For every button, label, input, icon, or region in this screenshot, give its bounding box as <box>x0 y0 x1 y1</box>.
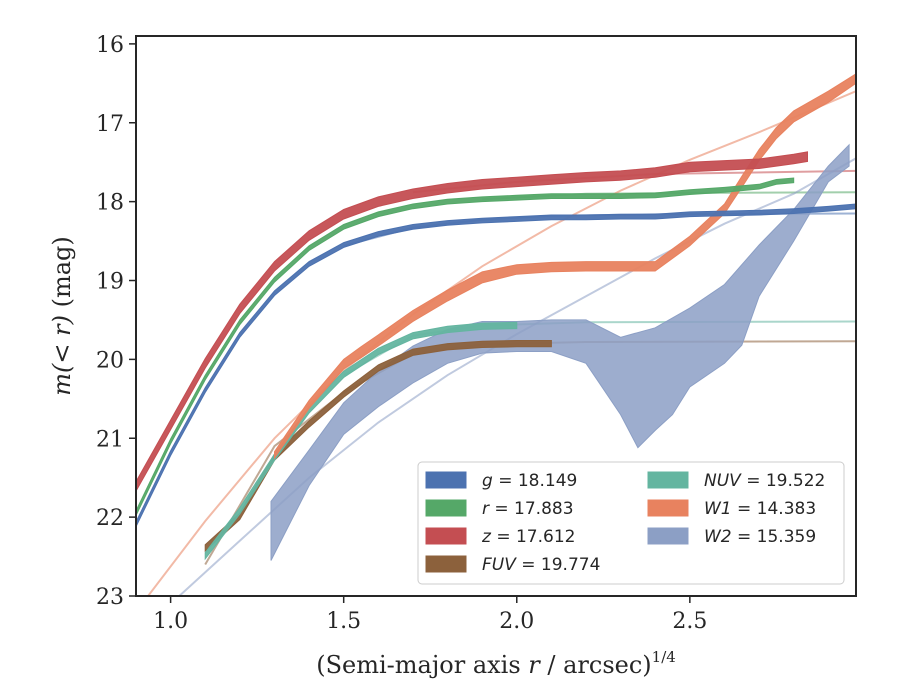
y-tick-label: 16 <box>96 33 124 58</box>
y-tick-label: 23 <box>96 585 124 610</box>
y-axis: 16 17 18 19 20 21 22 23 <box>96 33 136 610</box>
y-tick-label: 22 <box>96 506 124 531</box>
legend-label-r: r = 17.883 <box>482 499 574 519</box>
band-fuv <box>204 340 552 553</box>
legend: g = 18.149 r = 17.883 z = 17.612 FUV = 19.7… <box>417 461 845 585</box>
legend-label-w1: W1 = 14.383 <box>704 499 816 519</box>
legend-frame <box>417 461 845 585</box>
legend-swatch-z <box>425 527 467 545</box>
legend-label-nuv: NUV = 19.522 <box>704 471 825 491</box>
legend-swatch-nuv <box>647 471 689 489</box>
model-line-w1 <box>146 90 856 596</box>
band-r <box>136 177 795 516</box>
y-tick-label: 19 <box>96 270 124 295</box>
legend-label-w2: W2 = 15.359 <box>704 527 816 547</box>
x-tick-label: 2.5 <box>672 609 707 634</box>
band-g <box>136 203 856 527</box>
plot-frame <box>135 35 857 597</box>
y-axis-title: m(< r) (mag) <box>48 236 76 396</box>
legend-swatch-r <box>425 499 467 517</box>
band-z <box>136 151 808 493</box>
legend-label-g: g = 18.149 <box>482 471 577 491</box>
x-axis-title: (Semi-major axis r / arcsec)1/4 <box>316 648 676 679</box>
x-tick-label: 2.0 <box>499 609 534 634</box>
x-tick-label: 1.5 <box>326 609 361 634</box>
y-tick-label: 18 <box>96 191 124 216</box>
legend-label-z: z = 17.612 <box>481 527 575 547</box>
legend-swatch-g <box>425 471 467 489</box>
legend-label-fuv: FUV = 19.774 <box>482 555 600 575</box>
x-axis: 1.0 1.5 2.0 2.5 <box>153 596 707 634</box>
legend-swatch-fuv <box>425 555 467 573</box>
y-tick-label: 20 <box>96 348 124 373</box>
plot-area <box>136 73 856 596</box>
band-w1 <box>274 73 856 460</box>
y-tick-label: 21 <box>96 427 124 452</box>
y-tick-label: 17 <box>96 112 124 137</box>
legend-swatch-w2 <box>647 527 689 545</box>
legend-swatch-w1 <box>647 499 689 517</box>
x-tick-label: 1.0 <box>153 609 188 634</box>
